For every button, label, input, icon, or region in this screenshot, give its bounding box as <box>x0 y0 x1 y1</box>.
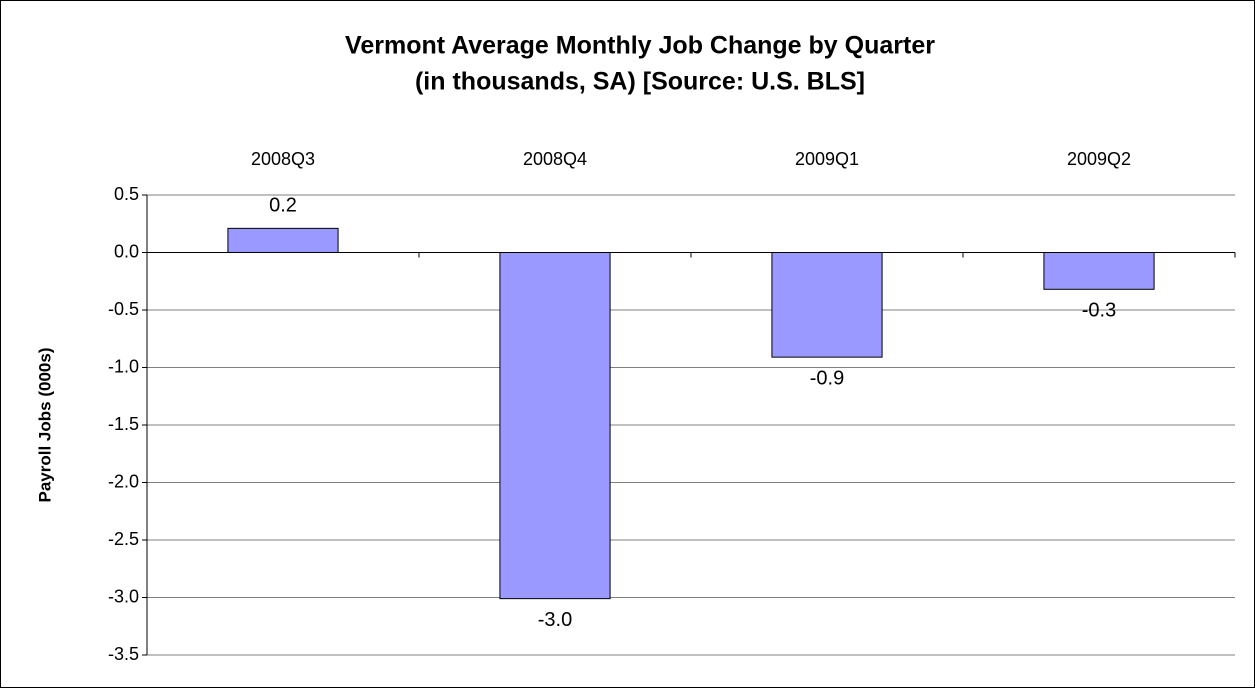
y-tick-label: -2.5 <box>108 529 139 549</box>
y-tick-label: -3.5 <box>108 644 139 664</box>
x-tick-label: 2009Q2 <box>1067 149 1131 169</box>
x-tick-label: 2008Q4 <box>523 149 587 169</box>
bar <box>227 227 339 254</box>
y-axis-label: Payroll Jobs (000s) <box>35 348 54 503</box>
bar <box>771 252 883 358</box>
x-tick-label: 2008Q3 <box>251 149 315 169</box>
bar <box>499 252 611 600</box>
y-tick-label: -3.0 <box>108 586 139 606</box>
data-label: -0.3 <box>1082 300 1116 322</box>
y-tick-label: -0.5 <box>108 299 139 319</box>
data-label: 0.2 <box>269 195 297 217</box>
y-tick-label: -2.0 <box>108 471 139 491</box>
y-tick-label: 0.0 <box>114 241 139 261</box>
x-tick-label: 2009Q1 <box>795 149 859 169</box>
data-label: -3.0 <box>538 609 572 631</box>
y-tick-label: 0.5 <box>114 184 139 204</box>
chart-title: (in thousands, SA) [Source: U.S. BLS] <box>415 68 865 96</box>
bar <box>1043 252 1155 290</box>
y-tick-label: -1.5 <box>108 414 139 434</box>
data-label: -0.9 <box>810 367 844 389</box>
chart-title: Vermont Average Monthly Job Change by Qu… <box>345 32 935 60</box>
y-tick-label: -1.0 <box>108 356 139 376</box>
